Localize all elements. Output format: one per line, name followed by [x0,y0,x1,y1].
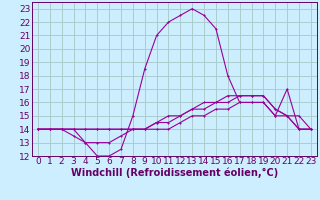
X-axis label: Windchill (Refroidissement éolien,°C): Windchill (Refroidissement éolien,°C) [71,168,278,178]
